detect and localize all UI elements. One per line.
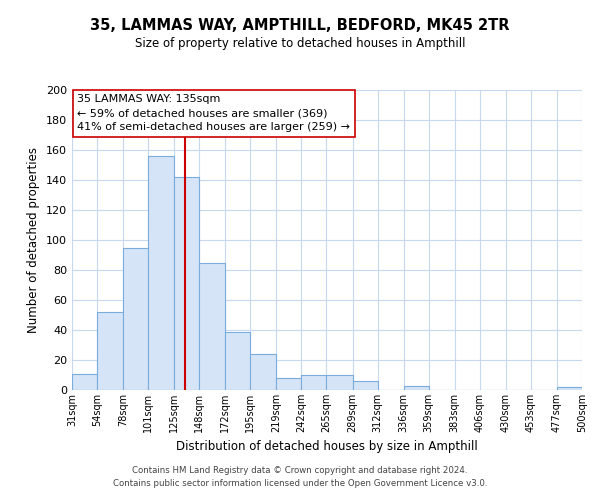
Y-axis label: Number of detached properties: Number of detached properties [28,147,40,333]
Text: Contains HM Land Registry data © Crown copyright and database right 2024.
Contai: Contains HM Land Registry data © Crown c… [113,466,487,487]
Bar [174,177,199,390]
Bar [326,375,353,390]
Bar [226,332,250,390]
Bar [72,374,97,390]
Bar [277,378,301,390]
X-axis label: Distribution of detached houses by size in Ampthill: Distribution of detached houses by size … [176,440,478,454]
Bar [148,156,174,390]
Bar [557,387,582,390]
Text: 35 LAMMAS WAY: 135sqm
← 59% of detached houses are smaller (369)
41% of semi-det: 35 LAMMAS WAY: 135sqm ← 59% of detached … [77,94,350,132]
Bar [301,375,326,390]
Bar [123,248,148,390]
Bar [353,381,377,390]
Text: 35, LAMMAS WAY, AMPTHILL, BEDFORD, MK45 2TR: 35, LAMMAS WAY, AMPTHILL, BEDFORD, MK45 … [90,18,510,32]
Text: Size of property relative to detached houses in Ampthill: Size of property relative to detached ho… [135,38,465,51]
Bar [97,312,123,390]
Bar [199,262,226,390]
Bar [404,386,428,390]
Bar [250,354,277,390]
